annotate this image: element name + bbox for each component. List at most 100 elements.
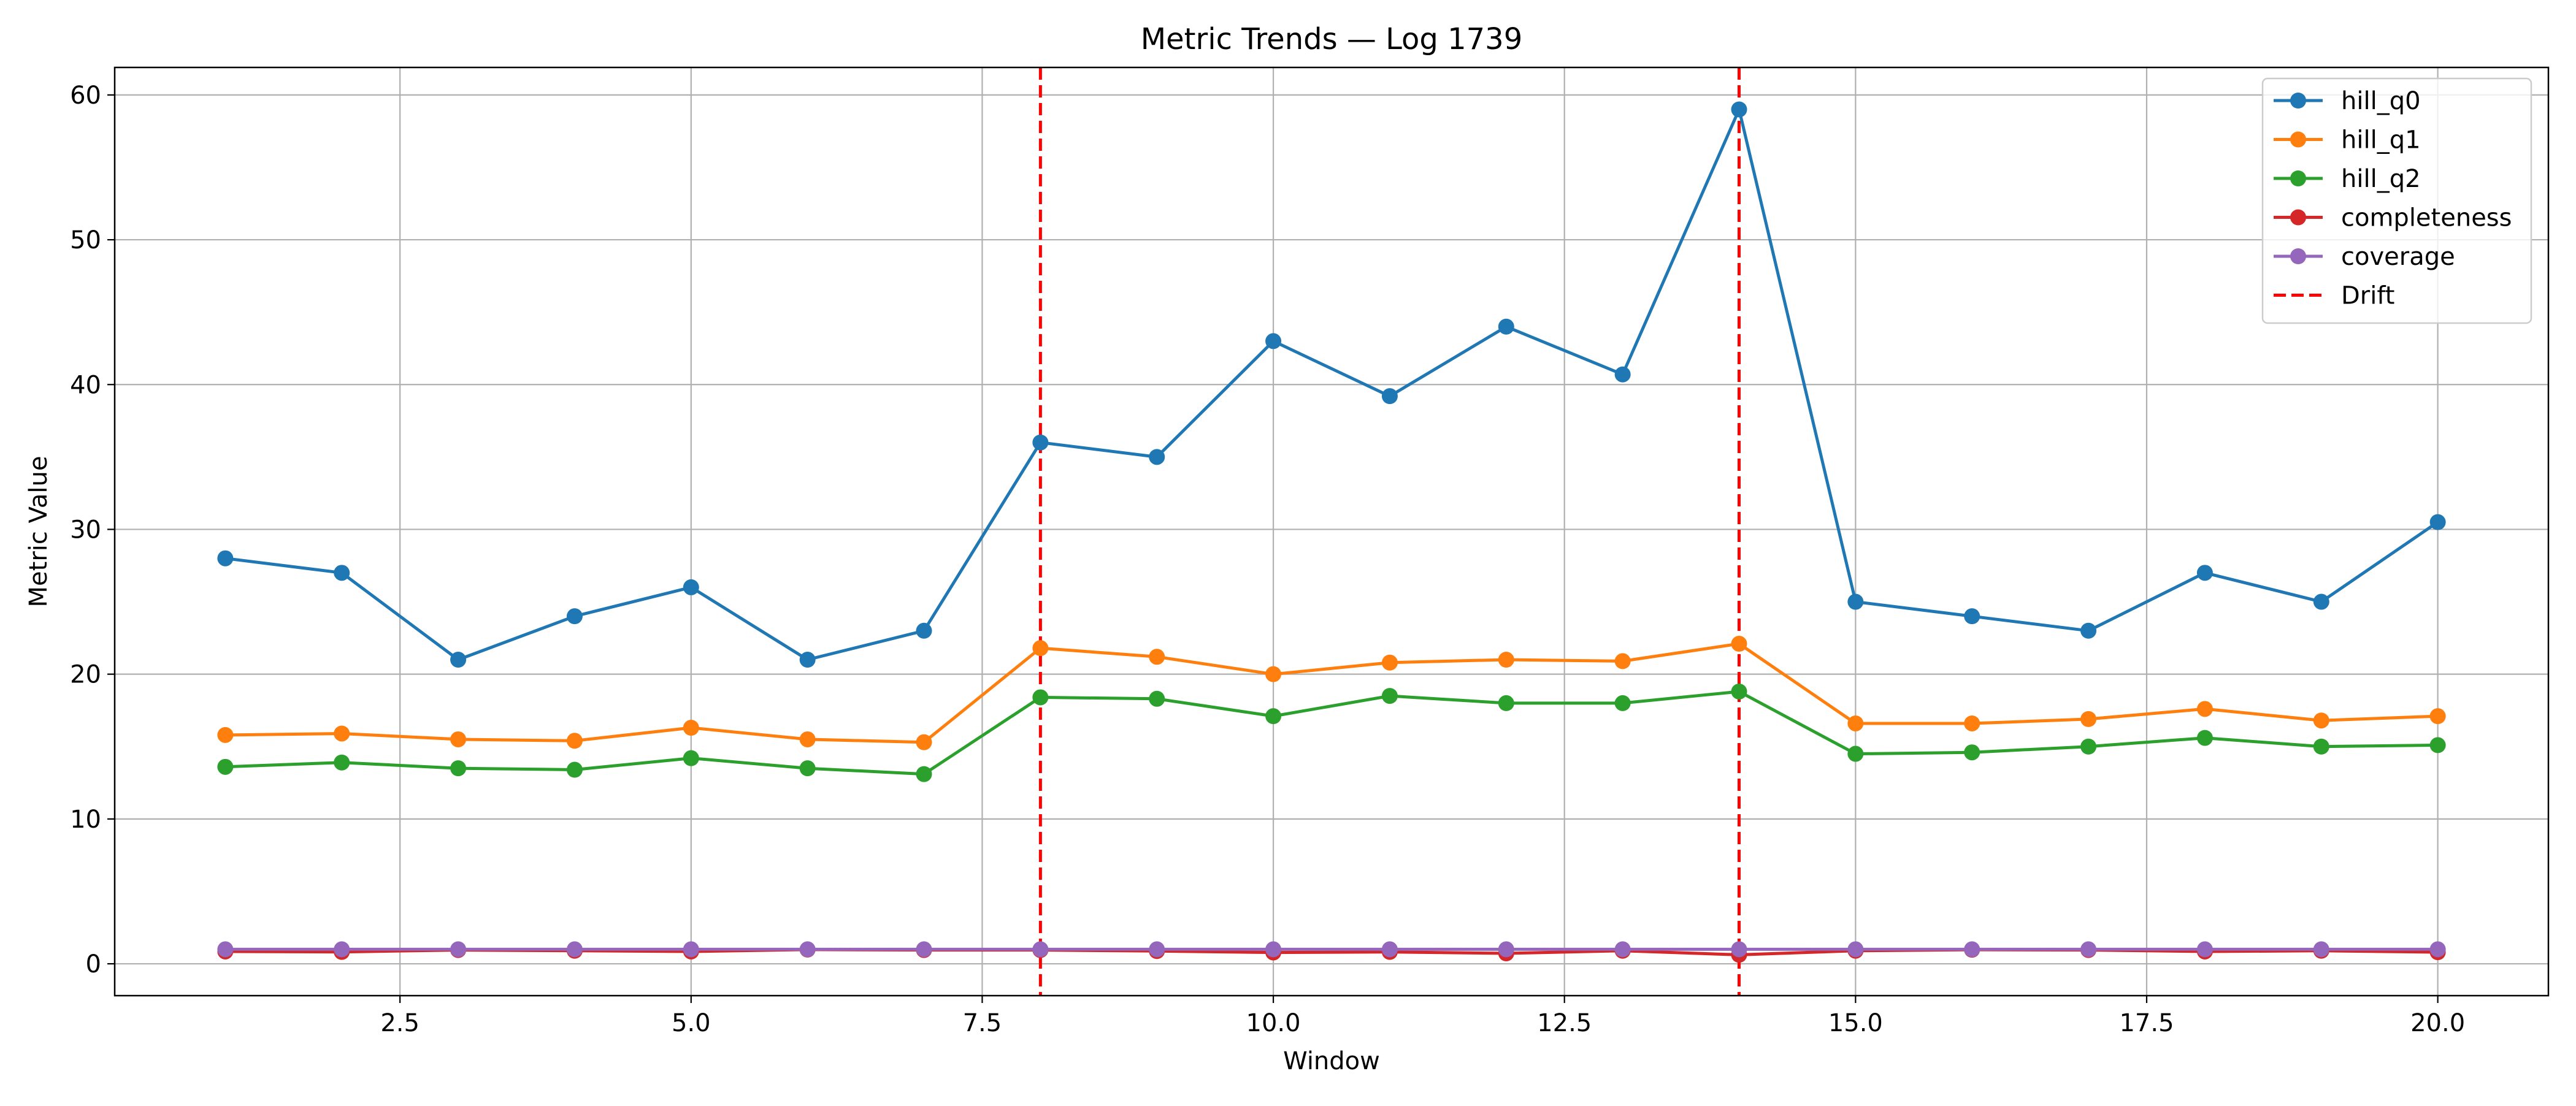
data-point-coverage: [2196, 941, 2213, 958]
data-point-hill_q2: [916, 766, 932, 782]
data-point-hill_q0: [916, 622, 932, 639]
x-axis-label: Window: [1283, 1047, 1380, 1075]
data-point-hill_q1: [1614, 653, 1631, 669]
data-point-coverage: [1964, 941, 1980, 958]
legend-box: [2261, 77, 2532, 324]
legend-marker-coverage: [2290, 248, 2306, 264]
legend-label-hill_q2: hill_q2: [2341, 165, 2421, 193]
y-tick-label: 60: [70, 82, 101, 110]
series-line-hill_q2: [225, 690, 2438, 776]
data-point-coverage: [916, 941, 932, 958]
legend-marker-hill_q0: [2290, 93, 2306, 109]
data-point-hill_q0: [2196, 565, 2213, 581]
data-point-hill_q1: [1498, 652, 1514, 668]
data-point-coverage: [566, 941, 583, 958]
data-point-hill_q1: [1731, 636, 1747, 652]
legend: hill_q0 hill_q1 hill_q2 completeness coverag…: [2261, 77, 2532, 324]
data-point-coverage: [1614, 941, 1631, 958]
data-point-hill_q1: [1032, 640, 1049, 657]
x-tick-label: 17.5: [2119, 1009, 2174, 1037]
data-point-hill_q1: [2080, 711, 2097, 727]
data-point-coverage: [2080, 941, 2097, 958]
series-line-hill_q1: [225, 642, 2438, 744]
data-point-hill_q2: [2196, 730, 2213, 746]
data-point-hill_q2: [566, 761, 583, 778]
data-point-hill_q2: [1032, 689, 1049, 706]
grid: [115, 67, 2548, 996]
y-axis-label: Metric Value: [25, 456, 53, 608]
data-point-coverage: [1731, 941, 1747, 958]
legend-label-coverage: coverage: [2341, 243, 2455, 271]
data-point-hill_q2: [2080, 738, 2097, 755]
data-point-hill_q1: [1381, 654, 1398, 671]
data-point-hill_q1: [799, 731, 816, 747]
data-point-coverage: [1265, 941, 1282, 958]
legend-marker-completeness: [2290, 209, 2306, 226]
data-point-hill_q1: [1847, 715, 1864, 731]
data-point-hill_q0: [1032, 434, 1049, 451]
plot-frame: [113, 66, 2550, 997]
data-point-hill_q0: [1964, 608, 1980, 625]
data-point-coverage: [217, 941, 234, 958]
x-tick-label: 7.5: [963, 1009, 1002, 1037]
y-tick-label: 50: [70, 226, 101, 254]
data-point-hill_q2: [1731, 683, 1747, 700]
data-point-hill_q2: [450, 760, 467, 777]
data-point-coverage: [799, 941, 816, 958]
data-point-hill_q1: [566, 733, 583, 749]
data-point-hill_q0: [566, 608, 583, 625]
data-point-hill_q0: [450, 652, 467, 668]
data-point-hill_q2: [1149, 690, 1165, 707]
legend-label-hill_q0: hill_q0: [2341, 87, 2421, 115]
data-point-coverage: [334, 941, 350, 958]
data-point-coverage: [1847, 941, 1864, 958]
series-group: [217, 101, 2446, 963]
data-point-hill_q2: [217, 758, 234, 775]
data-point-hill_q1: [2196, 701, 2213, 717]
chart-title: Metric Trends — Log 1739: [1141, 22, 1523, 56]
x-tick-label: 5.0: [672, 1009, 711, 1037]
x-tick-label: 10.0: [1246, 1009, 1301, 1037]
x-tick-label: 20.0: [2410, 1009, 2465, 1037]
data-point-hill_q1: [217, 727, 234, 743]
data-point-hill_q1: [1265, 666, 1282, 682]
data-point-coverage: [2429, 941, 2446, 958]
x-tick-label: 2.5: [380, 1009, 420, 1037]
legend-marker-hill_q1: [2290, 131, 2306, 148]
data-point-hill_q2: [1964, 744, 1980, 761]
data-point-coverage: [1032, 941, 1049, 958]
data-point-hill_q2: [1265, 708, 1282, 725]
legend-label-completeness: completeness: [2341, 204, 2512, 232]
data-point-coverage: [450, 941, 467, 958]
data-point-hill_q2: [2313, 738, 2329, 755]
data-point-hill_q2: [683, 750, 699, 766]
data-point-hill_q0: [334, 565, 350, 581]
y-tick-label: 10: [70, 806, 101, 834]
data-point-hill_q1: [450, 731, 467, 747]
data-point-hill_q2: [1614, 695, 1631, 711]
data-point-coverage: [683, 941, 699, 958]
legend-label-hill_q1: hill_q1: [2341, 126, 2421, 154]
y-tick-label: 30: [70, 516, 101, 544]
data-point-hill_q0: [1614, 366, 1631, 383]
data-point-coverage: [2313, 941, 2329, 958]
data-point-hill_q2: [334, 754, 350, 771]
data-point-hill_q1: [334, 725, 350, 742]
data-point-hill_q2: [2429, 737, 2446, 753]
data-point-hill_q0: [1498, 318, 1514, 335]
x-tick-label: 15.0: [1828, 1009, 1883, 1037]
x-tick-label: 12.5: [1537, 1009, 1592, 1037]
data-point-hill_q0: [1847, 593, 1864, 610]
data-point-hill_q1: [683, 720, 699, 736]
data-point-hill_q0: [1149, 449, 1165, 465]
data-point-hill_q0: [683, 579, 699, 595]
data-point-hill_q1: [2313, 712, 2329, 729]
data-point-hill_q2: [799, 760, 816, 777]
data-point-hill_q1: [916, 734, 932, 750]
data-point-hill_q0: [1731, 101, 1747, 118]
axis-ticks: 2.5 5.0 7.5 10.0 12.5 15.0 17.5 20.0 0 10 20 30 40 50…: [70, 82, 2465, 1037]
data-point-coverage: [1498, 941, 1514, 958]
data-point-hill_q0: [217, 550, 234, 566]
series-line-hill_q0: [225, 108, 2439, 662]
